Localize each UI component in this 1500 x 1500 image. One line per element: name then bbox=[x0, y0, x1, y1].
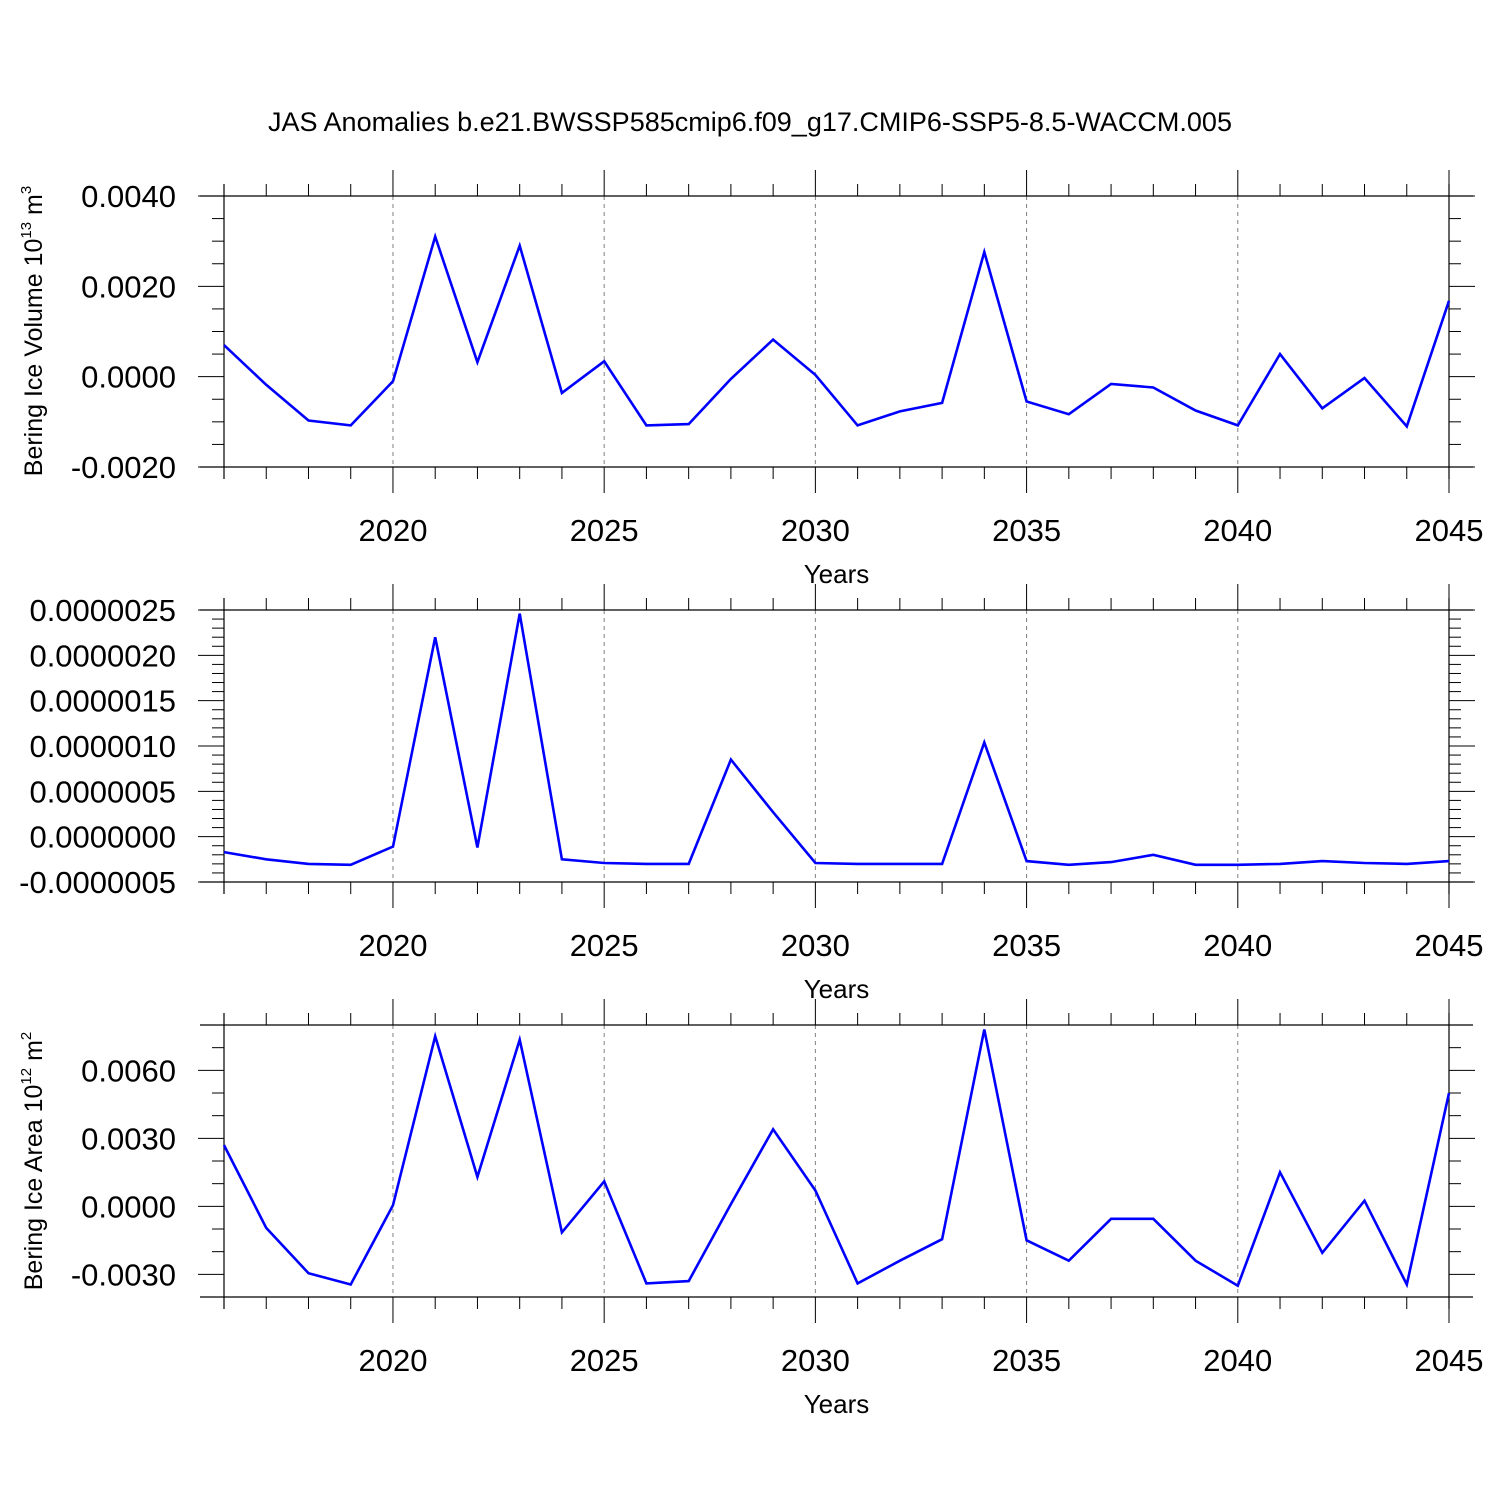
x-tick-label: 2030 bbox=[781, 1343, 850, 1378]
x-tick-label: 2045 bbox=[1415, 928, 1484, 963]
y-tick-label: 0.0000025 bbox=[29, 593, 176, 628]
x-tick-label: 2020 bbox=[358, 513, 427, 548]
y-tick-label: 0.0000020 bbox=[29, 638, 176, 673]
y-tick-label: 0.0000 bbox=[81, 1189, 176, 1224]
x-tick-label: 2040 bbox=[1203, 1343, 1272, 1378]
x-tick-label: 2030 bbox=[781, 928, 850, 963]
x-tick-label: 2025 bbox=[570, 928, 639, 963]
y-tick-label: 0.0000000 bbox=[29, 820, 176, 855]
x-tick-label: 2045 bbox=[1415, 513, 1484, 548]
y-tick-label: 0.0000005 bbox=[29, 774, 176, 809]
y-tick-label: 0.0040 bbox=[81, 179, 176, 214]
x-tick-label: 2020 bbox=[358, 1343, 427, 1378]
y-tick-label: 0.0000015 bbox=[29, 684, 176, 719]
x-tick-label: 2025 bbox=[570, 513, 639, 548]
y-tick-label: 0.0020 bbox=[81, 269, 176, 304]
y-tick-label: 0.0030 bbox=[81, 1121, 176, 1156]
series-line bbox=[222, 1029, 1451, 1289]
series-line bbox=[223, 613, 1450, 867]
x-tick-label: 2040 bbox=[1203, 513, 1272, 548]
x-tick-label: 2040 bbox=[1203, 928, 1272, 963]
x-tick-label: 2045 bbox=[1415, 1343, 1484, 1378]
y-axis-label: Bering Ice Area 1012 m2 bbox=[18, 1032, 48, 1291]
chart-panel-3: 2020 2025 2030 2035 2040 2045 -0.0030 0.0000 0.0… bbox=[18, 999, 1483, 1419]
y-axis-label: Bering Ice Volume 1013 m3 bbox=[18, 186, 48, 476]
x-axis-label: Years bbox=[804, 1389, 870, 1419]
y-tick-label: -0.0030 bbox=[71, 1257, 176, 1292]
y-tick-label: 0.0000 bbox=[81, 360, 176, 395]
chart-panel-2: 2020 2025 2030 2035 2040 2045 -0.0000005 0.0000… bbox=[19, 584, 1483, 1004]
x-tick-label: 2035 bbox=[992, 928, 1061, 963]
y-tick-label: 0.0000010 bbox=[29, 729, 176, 764]
x-axis-label: Years bbox=[804, 559, 870, 589]
x-axis-label: Years bbox=[804, 974, 870, 1004]
x-tick-label: 2030 bbox=[781, 513, 850, 548]
x-tick-label: 2035 bbox=[992, 513, 1061, 548]
x-tick-label: 2020 bbox=[358, 928, 427, 963]
x-tick-label: 2035 bbox=[992, 1343, 1061, 1378]
x-tick-label: 2025 bbox=[570, 1343, 639, 1378]
chart-title: JAS Anomalies b.e21.BWSSP585cmip6.f09_g1… bbox=[268, 107, 1232, 137]
y-tick-label: -0.0020 bbox=[71, 450, 176, 485]
series-line bbox=[223, 232, 1451, 429]
y-tick-label: -0.0000005 bbox=[19, 865, 176, 900]
chart-panel-1: 2020 2025 2030 2035 2040 2045 -0.0020 0.0000 0.0… bbox=[18, 170, 1483, 589]
y-tick-label: 0.0060 bbox=[81, 1053, 176, 1088]
